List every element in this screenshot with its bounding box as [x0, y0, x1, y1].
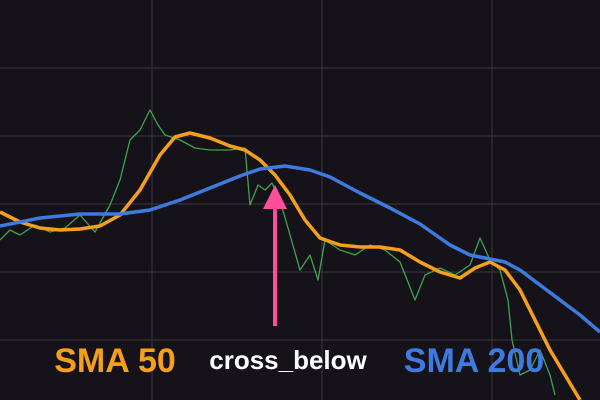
- plot: [0, 109, 600, 400]
- legend-entry: SMA 50: [54, 342, 176, 380]
- price-line: [0, 109, 556, 396]
- annotation-label: cross_below: [209, 345, 367, 375]
- sma-line: [0, 131, 582, 400]
- sma-line: [0, 164, 600, 334]
- legend-entry: SMA 200: [404, 342, 544, 380]
- annotation-arrowhead: [263, 185, 287, 209]
